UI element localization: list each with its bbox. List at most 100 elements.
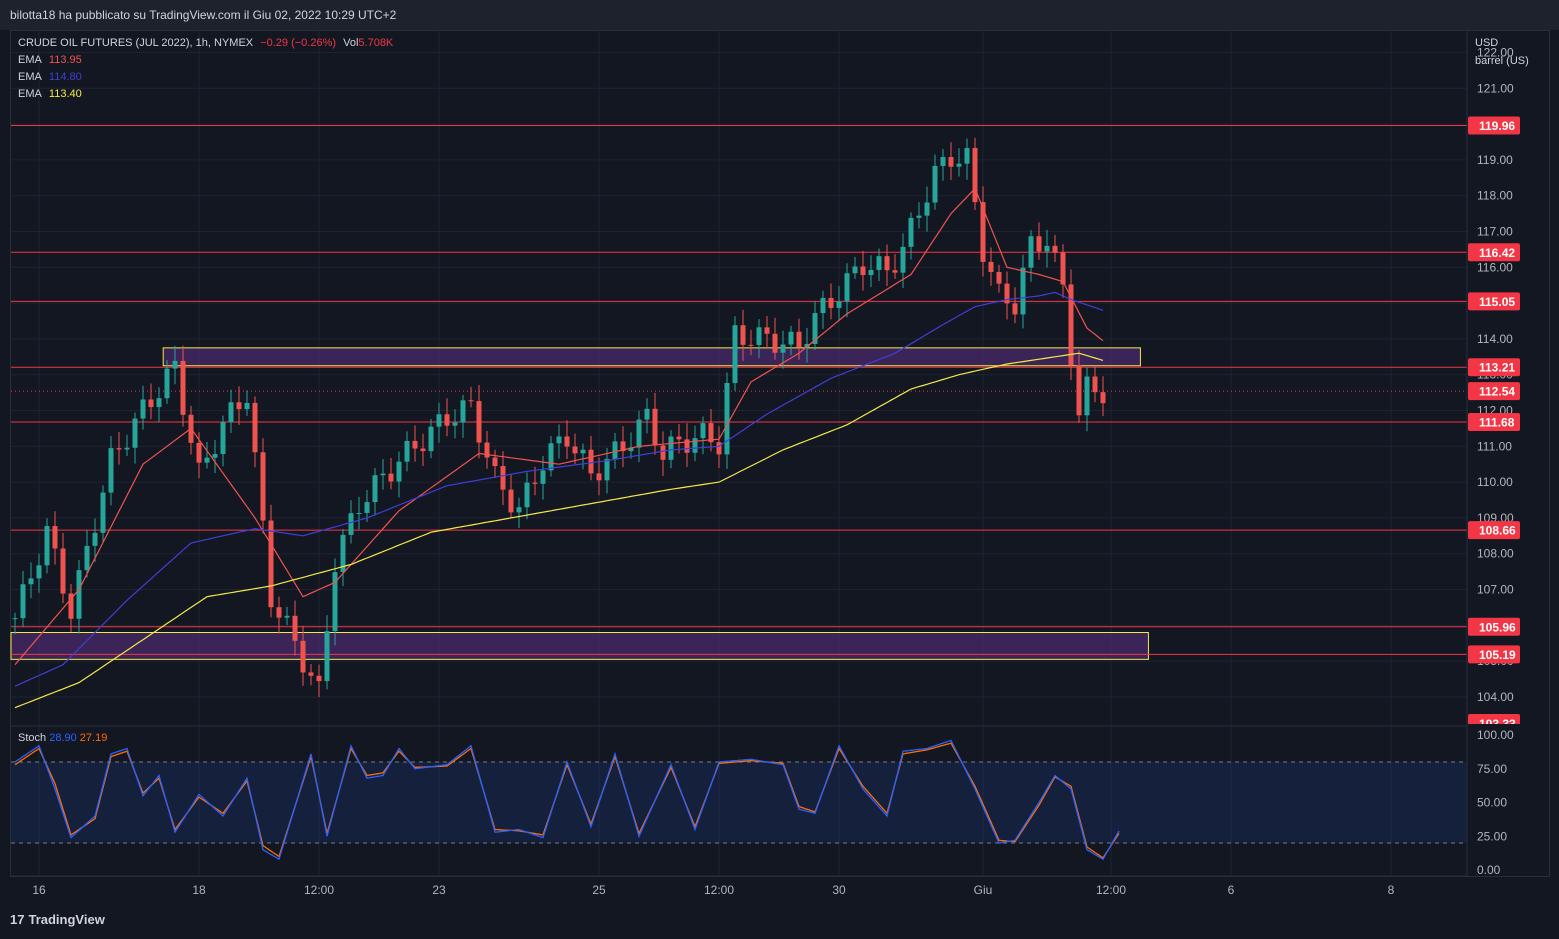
candle-body: [676, 436, 682, 440]
candle-body: [660, 445, 666, 460]
candle-body: [92, 532, 98, 546]
ema-label: EMA: [18, 71, 42, 83]
candle-body: [844, 273, 850, 302]
footer-brand[interactable]: 17 TradingView: [10, 912, 105, 927]
candle-body: [76, 570, 82, 619]
ema-row[interactable]: EMA 113.40: [18, 86, 397, 103]
level-price-tag-bg: [1468, 521, 1520, 540]
candle-body: [780, 344, 786, 353]
measure-label: barrel (US): [1475, 55, 1529, 67]
candle-body: [900, 246, 906, 273]
publisher-text: bilotta18 ha pubblicato su TradingView.c…: [10, 8, 397, 22]
candle-body: [748, 344, 754, 346]
candle-body: [620, 441, 626, 452]
candle-body: [1068, 284, 1074, 366]
price-tick-label: 104.00: [1477, 690, 1514, 704]
level-price-tag: 108.66: [1479, 524, 1516, 538]
volume-value: 5.708K: [358, 37, 394, 49]
candle-body: [380, 473, 386, 476]
stoch-tick-label: 100.00: [1477, 728, 1514, 742]
candle-body: [796, 331, 802, 348]
candle-body: [764, 327, 770, 334]
ema-value: 113.40: [48, 88, 82, 100]
candle-body: [980, 202, 986, 262]
volume-label: Vol: [343, 37, 359, 49]
candle-body: [428, 426, 434, 452]
candle-body: [148, 399, 154, 408]
level-price-tag-bg: [1468, 358, 1520, 377]
candle-body: [28, 578, 34, 585]
currency-label: USD: [1475, 37, 1499, 49]
candle-body: [612, 441, 618, 459]
candle-body: [572, 446, 578, 454]
candle-body: [116, 448, 122, 450]
level-price-tag-bg: [1468, 292, 1520, 311]
candle-body: [372, 475, 378, 503]
candle-body: [1028, 236, 1034, 268]
candle-body: [156, 398, 162, 408]
candle-body: [1100, 392, 1106, 404]
candle-body: [580, 449, 586, 454]
candle-body: [84, 545, 90, 571]
ema-line: [14, 352, 1104, 709]
candle-body: [724, 382, 730, 455]
candle-body: [636, 419, 642, 448]
candle-body: [804, 343, 810, 348]
symbol-row[interactable]: CRUDE OIL FUTURES (JUL 2022), 1h, NYMEX …: [18, 35, 397, 52]
candle-body: [996, 271, 1002, 284]
cut-price-tag: 103.33: [1479, 717, 1516, 731]
time-tick-label: 6: [1228, 883, 1235, 897]
ema-row[interactable]: EMA 114.80: [18, 69, 397, 86]
candle-body: [1044, 245, 1050, 252]
stoch-tick-label: 75.00: [1477, 762, 1507, 776]
level-price-tag: 119.96: [1479, 119, 1515, 133]
candle-body: [732, 325, 738, 383]
candle-body: [68, 593, 74, 619]
candle-body: [348, 513, 354, 535]
price-tick-label: 108.00: [1477, 547, 1514, 561]
ema-label: EMA: [18, 54, 42, 66]
candle-body: [924, 202, 930, 216]
candle-body: [564, 436, 570, 447]
candle-body: [500, 466, 506, 490]
candle-body: [1036, 236, 1042, 252]
level-price-tag-bg: [1468, 116, 1520, 135]
level-price-tag: 111.68: [1479, 415, 1515, 429]
candle-body: [396, 461, 402, 482]
price-tick-label: 119.00: [1477, 153, 1513, 167]
candle-body: [468, 400, 474, 402]
candle-body: [644, 408, 650, 420]
candle-body: [740, 325, 746, 345]
price-unit: USD barrel (US): [1475, 34, 1529, 70]
stoch-d-value: 27.19: [79, 732, 108, 744]
candle-body: [956, 163, 962, 167]
candle-body: [700, 423, 706, 439]
price-tick-label: 117.00: [1477, 224, 1513, 238]
ema-row[interactable]: EMA 113.95: [18, 52, 397, 69]
candle-body: [1092, 376, 1098, 393]
price-tick-label: 114.00: [1477, 332, 1513, 346]
candle-body: [772, 333, 778, 353]
stoch-legend[interactable]: Stoch 28.90 27.19: [18, 732, 107, 744]
candle-body: [1060, 252, 1066, 285]
candle-body: [404, 440, 410, 462]
support-zone: [10, 631, 1149, 660]
price-tick-label: 121.00: [1477, 81, 1514, 95]
candle-body: [100, 492, 106, 533]
current-price-tag: 112.54: [1479, 385, 1515, 399]
candle-body: [132, 418, 138, 448]
candle-body: [124, 447, 130, 450]
price-tick-label: 107.00: [1477, 583, 1514, 597]
candle-body: [948, 156, 954, 167]
candle-body: [340, 534, 346, 573]
candle-body: [812, 313, 818, 344]
candle-body: [412, 440, 418, 449]
candle-body: [860, 266, 866, 276]
candle-body: [1076, 365, 1082, 416]
level-price-tag: 113.21: [1479, 361, 1515, 375]
candle-body: [828, 297, 834, 308]
candle-body: [940, 156, 946, 166]
candle-body: [884, 256, 890, 271]
candle-body: [1020, 267, 1026, 315]
